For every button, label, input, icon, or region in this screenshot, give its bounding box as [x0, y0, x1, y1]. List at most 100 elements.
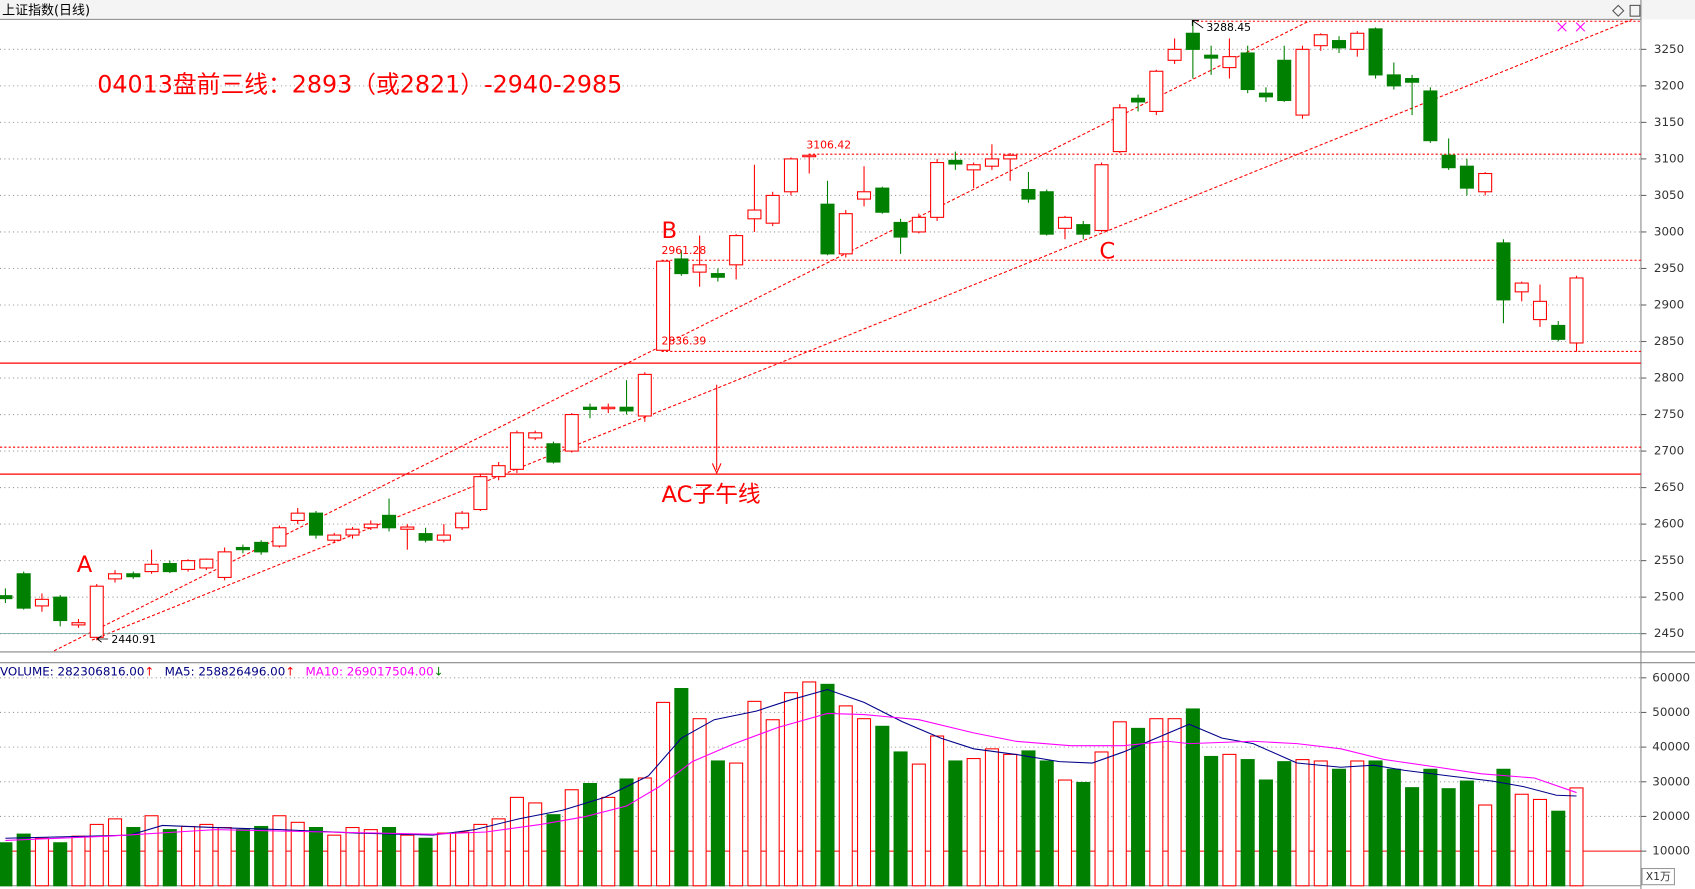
volume-bar [582, 782, 598, 887]
chart-title: 上证指数(日线) [2, 3, 90, 18]
legend-text: VOLUME: 282306816.00 [0, 664, 144, 678]
volume-bar [1204, 755, 1219, 887]
candle-body [1569, 277, 1584, 344]
annotation: AC子午线 [662, 482, 761, 508]
y-tick-label: 2500 [1654, 590, 1684, 604]
volume-bar [564, 789, 579, 887]
volume-bar [382, 826, 397, 887]
legend-arrow: ↑ [285, 664, 295, 678]
candle-body [89, 585, 104, 638]
candle-body [747, 209, 762, 220]
volume-bar [1131, 727, 1146, 887]
unit-label: X1万 [1646, 870, 1671, 883]
candle-body [107, 573, 123, 580]
volume-bar [436, 832, 451, 887]
candle-body [1405, 78, 1420, 83]
candle-body [1368, 28, 1383, 76]
candle-body [966, 164, 981, 171]
candle-body [162, 563, 177, 573]
y-tick-label: 3050 [1654, 188, 1684, 202]
volume-bar [930, 735, 945, 887]
annotation: B [662, 218, 678, 244]
volume-bar [217, 826, 232, 887]
header-icon[interactable] [1629, 4, 1641, 17]
volume-bar [418, 837, 433, 887]
price-label: 3106.42 [806, 138, 851, 151]
volume-bar [1313, 760, 1328, 887]
y-tick-label: 50000 [1652, 705, 1690, 719]
level-lines [661, 20, 1641, 352]
volume-bar [1112, 721, 1127, 887]
candle-body [16, 573, 31, 609]
volume-bar [1167, 718, 1182, 887]
volume-bar [1057, 779, 1073, 887]
candle-body [1514, 282, 1529, 293]
candle-body [1112, 107, 1127, 153]
candle-body [1313, 34, 1328, 47]
candle-body [491, 465, 506, 478]
price-label: 2836.39 [662, 335, 707, 348]
candle-body [984, 158, 999, 167]
y-tick-label: 40000 [1652, 740, 1690, 754]
volume-bar [710, 760, 725, 887]
volume-bar [1240, 759, 1255, 887]
candle-body [948, 159, 963, 165]
candle-body [235, 546, 250, 551]
candle-body [181, 560, 196, 570]
volume-bar [126, 826, 141, 887]
price-label: 2961.28 [662, 244, 707, 257]
candle-body [729, 235, 744, 266]
candle-body [126, 573, 141, 578]
price-grid: 2450 2500 2550 2600 2650 2700 2750 2800 2850 2900… [0, 42, 1684, 640]
volume-bar [235, 829, 250, 887]
volume-bar [765, 719, 780, 887]
candle-body [692, 264, 707, 273]
candle-body [1240, 52, 1255, 91]
candle-body [1167, 48, 1182, 61]
volume-legend: VOLUME: 282306816.00↑ MA5: 258826496.00↑… [0, 664, 444, 678]
candle-body [1131, 97, 1146, 103]
y-tick-label: 2800 [1654, 371, 1684, 385]
volume-bar [857, 718, 872, 887]
volume-bar [1149, 718, 1164, 887]
y-tick-label: 3250 [1654, 42, 1684, 56]
volume-bar [491, 818, 506, 887]
candle-body [820, 203, 835, 255]
volume-bar [747, 700, 762, 887]
volume-bar [1076, 781, 1091, 887]
candle-body [1496, 242, 1511, 301]
y-tick-label: 30000 [1652, 774, 1690, 788]
candle-body [1222, 56, 1237, 69]
candle-body [400, 526, 415, 530]
volume-bar [455, 831, 470, 887]
candle-body [509, 432, 524, 470]
volume-bar [1441, 788, 1456, 887]
y-tick-label: 2600 [1654, 517, 1684, 531]
volume-bar [400, 834, 415, 887]
header-icon[interactable] [1612, 4, 1625, 17]
candle-body [327, 534, 342, 541]
marker [1557, 22, 1586, 32]
label-arrow [1191, 20, 1204, 29]
candle-body [199, 558, 214, 569]
y-tick-label: 3200 [1654, 78, 1684, 92]
volume-bar [71, 835, 86, 887]
y-tick-label: 3100 [1654, 151, 1684, 165]
volume-bar [1277, 761, 1292, 887]
candle-body [710, 273, 725, 278]
volume-bar [1551, 810, 1566, 887]
volumes [0, 681, 1584, 887]
candle-body [564, 414, 579, 452]
y-tick-label: 2550 [1654, 553, 1684, 567]
volume-bar [1423, 768, 1438, 887]
candle-body [911, 216, 926, 233]
volume-bar [1478, 804, 1493, 887]
candle-body [1277, 59, 1292, 102]
trend-line [91, 18, 1633, 641]
y-tick-label: 2900 [1654, 298, 1684, 312]
volume-bar [619, 778, 634, 887]
candle-body [0, 595, 13, 600]
candle-body [71, 622, 86, 626]
